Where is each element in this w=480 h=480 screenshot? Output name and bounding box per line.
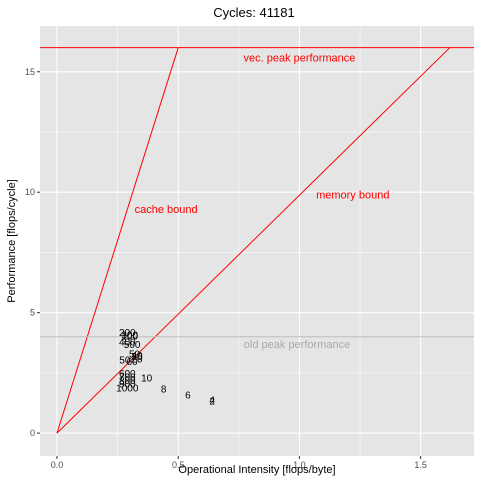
data-point-label: 60 bbox=[127, 357, 139, 368]
roof-segment bbox=[56, 47, 179, 434]
y-tick-label: 10 bbox=[25, 187, 35, 197]
data-point-label: 1000 bbox=[116, 383, 139, 394]
data-point-label: 100 bbox=[121, 332, 138, 343]
data-point-label: 40 bbox=[131, 351, 143, 362]
y-axis-title: Performance [flops/cycle] bbox=[6, 179, 18, 303]
data-point-label: 6 bbox=[185, 391, 191, 402]
y-tick-label: 0 bbox=[30, 428, 35, 438]
x-tick-label: 1.0 bbox=[293, 460, 306, 470]
grid-lines bbox=[40, 26, 474, 456]
data-point-label: 30 bbox=[131, 352, 143, 363]
data-point-label: 200 bbox=[119, 328, 136, 339]
data-point-label: 10 bbox=[141, 374, 153, 385]
y-tick-label: 5 bbox=[30, 308, 35, 318]
x-tick-label: 0.5 bbox=[172, 460, 185, 470]
x-tick-label: 1.5 bbox=[414, 460, 427, 470]
data-point-label: 50 bbox=[119, 356, 131, 367]
data-point-label: 700 bbox=[119, 373, 136, 384]
data-point-label: 300 bbox=[121, 330, 138, 341]
data-point-label: 600 bbox=[119, 369, 136, 380]
data-point-label: 20 bbox=[131, 354, 143, 365]
annotations: vec. peak performance cache bound memory b… bbox=[135, 52, 390, 351]
data-point-label: 800 bbox=[119, 376, 136, 387]
data-point-label: 2 bbox=[209, 397, 215, 408]
data-point-label: 4 bbox=[209, 395, 215, 406]
data-points: 2003001004005005040302050606007008009001… bbox=[116, 328, 215, 408]
annotation-label: cache bound bbox=[135, 204, 198, 216]
x-axis-title: Operational Intensity [flops/byte] bbox=[178, 464, 335, 476]
annotation-label: memory bound bbox=[316, 190, 389, 202]
data-point-label: 500 bbox=[124, 340, 141, 351]
axes: 0.0 0.5 1.0 1.5 0 5 10 15 bbox=[25, 67, 427, 470]
data-point-label: 8 bbox=[161, 385, 167, 396]
data-point-label: 900 bbox=[119, 380, 136, 391]
data-point-label: 400 bbox=[119, 338, 136, 349]
plot-panel bbox=[40, 26, 474, 456]
annotation-label: old peak performance bbox=[244, 339, 350, 351]
y-tick-label: 15 bbox=[25, 67, 35, 77]
reference-lines bbox=[40, 47, 474, 434]
data-point-label: 50 bbox=[129, 350, 141, 361]
roof-segment bbox=[56, 47, 451, 434]
x-tick-label: 0.0 bbox=[51, 460, 64, 470]
chart-title: Cycles: 41181 bbox=[213, 5, 294, 20]
annotation-label: vec. peak performance bbox=[243, 52, 355, 64]
